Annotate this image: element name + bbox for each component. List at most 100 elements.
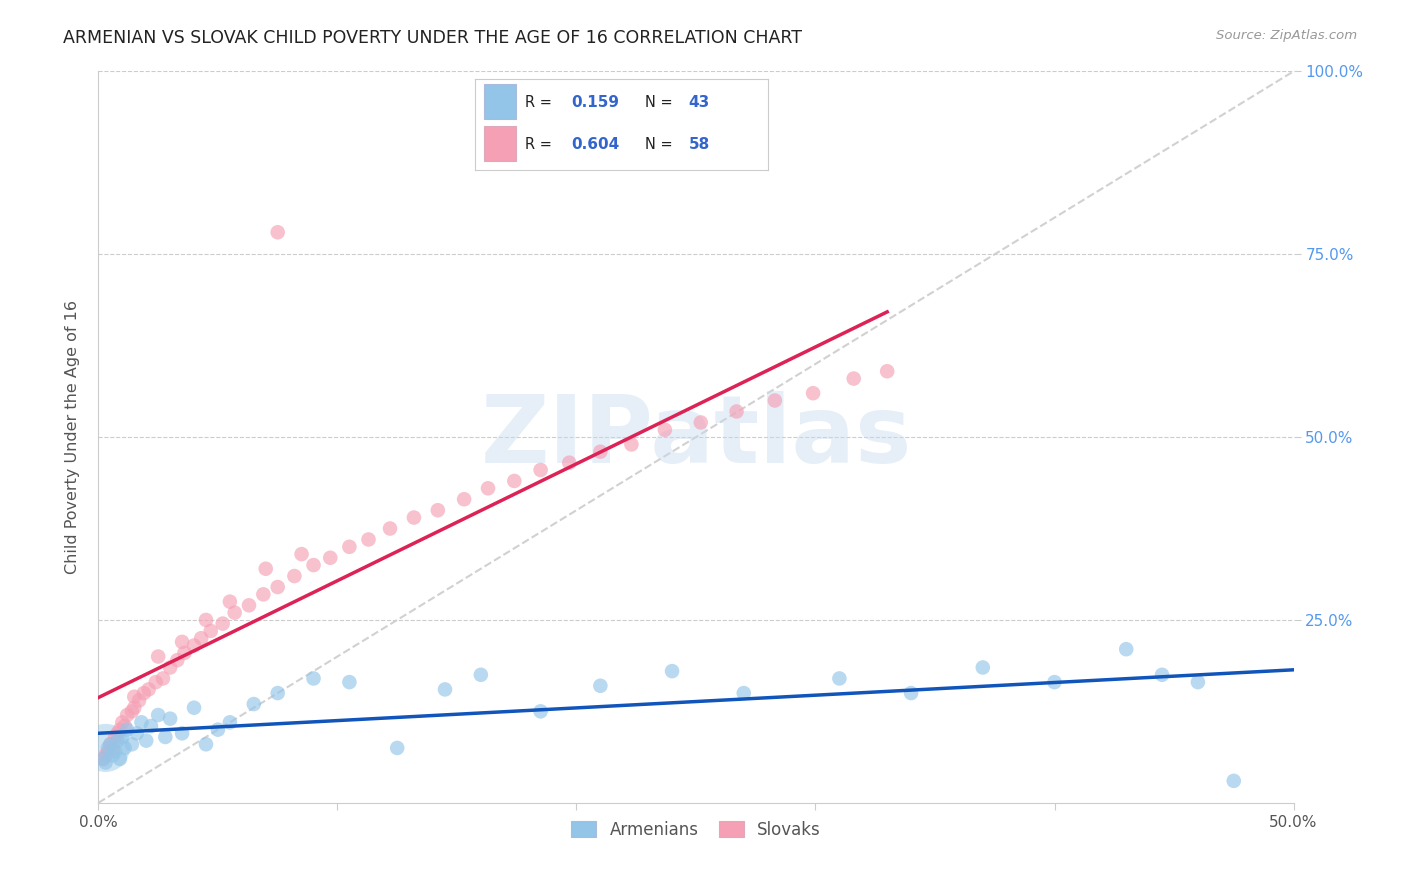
Point [219,715,242,730]
Point [725,404,748,418]
Point [128,693,150,707]
Point [1187,675,1209,690]
Point [1152,667,1174,681]
Point [842,371,865,385]
Legend: Armenians, Slovaks: Armenians, Slovaks [565,814,827,846]
Point [801,386,824,401]
Point [224,606,246,620]
Point [283,569,305,583]
Point [94,740,117,755]
Point [132,686,155,700]
Point [101,740,124,755]
Point [267,580,290,594]
Point [114,719,136,733]
Point [200,624,222,638]
Point [131,715,153,730]
Point [733,686,755,700]
Point [530,705,553,719]
Point [107,733,129,747]
Point [152,672,174,686]
Point [470,667,492,681]
Point [1043,675,1066,690]
Point [190,632,212,646]
Point [172,726,194,740]
Point [121,737,143,751]
Point [876,364,898,378]
Point [98,737,122,751]
Text: ARMENIAN VS SLOVAK CHILD POVERTY UNDER THE AGE OF 16 CORRELATION CHART: ARMENIAN VS SLOVAK CHILD POVERTY UNDER T… [63,29,803,46]
Point [94,756,117,770]
Point [111,715,134,730]
Point [763,393,786,408]
Point [302,672,325,686]
Point [267,686,290,700]
Point [477,481,499,495]
Point [319,550,342,565]
Point [254,562,277,576]
Point [620,437,643,451]
Point [1115,642,1137,657]
Text: ZIPatlas: ZIPatlas [481,391,911,483]
Point [558,456,581,470]
Point [101,748,124,763]
Point [339,540,361,554]
Point [291,547,314,561]
Point [589,444,612,458]
Point [104,730,127,744]
Y-axis label: Child Poverty Under the Age of 16: Child Poverty Under the Age of 16 [65,300,80,574]
Point [98,737,122,751]
Point [530,463,553,477]
Point [211,616,233,631]
Point [155,730,177,744]
Point [145,675,167,690]
Point [378,521,401,535]
Point [654,423,676,437]
Point [135,733,157,747]
Point [148,708,170,723]
Point [94,748,117,763]
Point [267,225,290,239]
Text: Source: ZipAtlas.com: Source: ZipAtlas.com [1216,29,1357,42]
Point [183,700,205,714]
Point [219,594,242,608]
Point [689,416,711,430]
Point [97,745,120,759]
Point [115,708,138,723]
Point [1223,773,1246,788]
Point [195,613,218,627]
Point [172,635,194,649]
Point [302,558,325,573]
Point [111,730,134,744]
Point [434,682,457,697]
Point [108,723,131,737]
Point [183,639,205,653]
Point [114,740,136,755]
Point [828,672,851,686]
Point [166,653,188,667]
Point [91,752,114,766]
Point [243,697,266,711]
Point [972,660,994,674]
Point [503,474,526,488]
Point [453,492,475,507]
Point [124,690,146,704]
Point [357,533,380,547]
Point [138,682,160,697]
Point [173,646,195,660]
Point [108,752,131,766]
Point [589,679,612,693]
Point [148,649,170,664]
Point [195,737,218,751]
Point [385,740,409,755]
Point [115,723,138,737]
Point [97,740,120,755]
Point [107,726,129,740]
Point [402,510,425,524]
Point [159,660,181,674]
Point [91,752,114,766]
Point [121,705,143,719]
Point [124,700,146,714]
Point [159,712,181,726]
Point [238,599,260,613]
Point [207,723,229,737]
